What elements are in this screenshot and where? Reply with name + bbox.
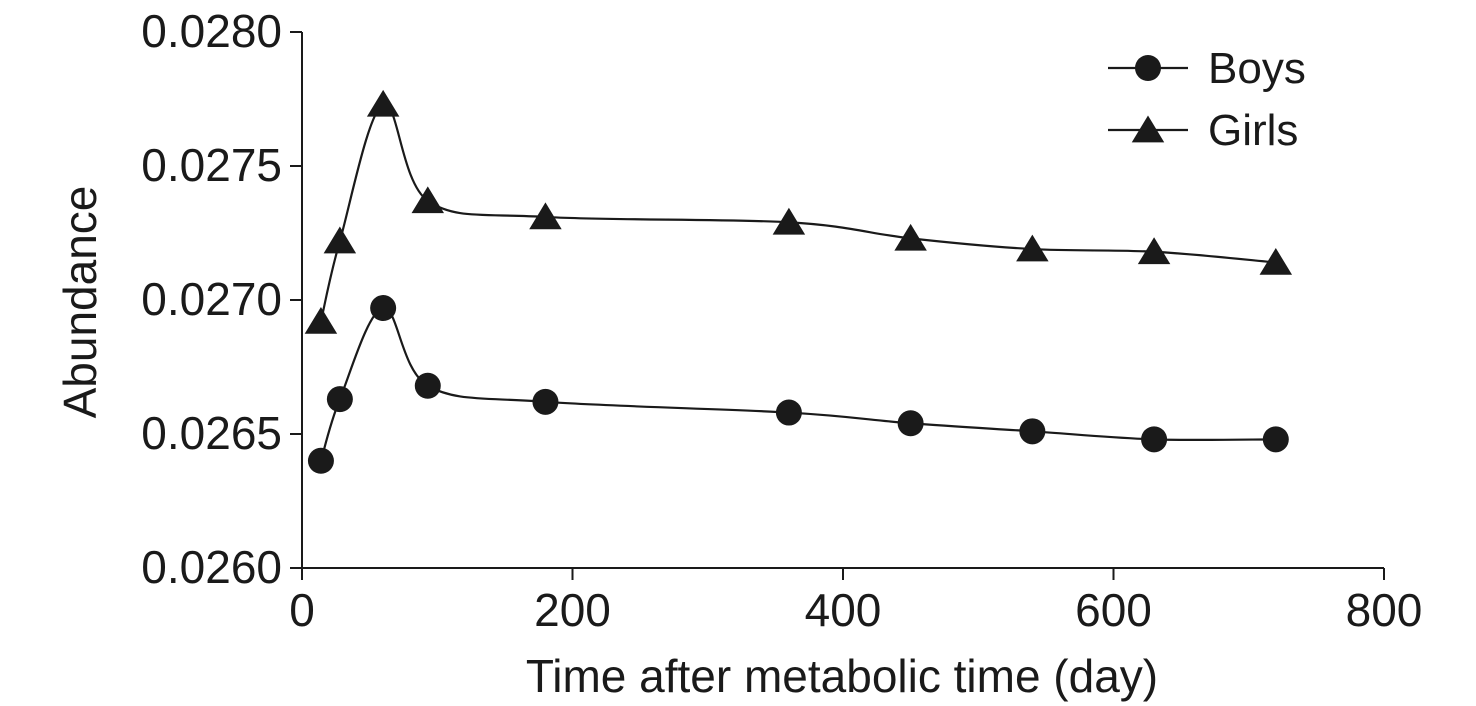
data-point-girls [304,306,338,334]
data-point-boys [307,447,334,474]
data-point-girls [529,202,562,230]
data-point-girls [772,207,806,235]
legend-label-girls: Girls [1208,106,1298,155]
y-ticks: 0.0260 0.0265 0.0270 0.0275 0.0280 [141,5,302,593]
x-axis-title: Time after metabolic time (day) [526,650,1158,702]
y-axis-title: Abundance [54,186,106,419]
x-tick-label: 200 [534,584,611,636]
data-point-boys [1019,418,1046,445]
series-line-girls [319,103,1276,322]
legend: Boys Girls [1108,44,1306,155]
x-ticks: 0 200 400 600 800 [289,568,1422,636]
x-tick-label: 400 [805,584,882,636]
data-point-boys [532,388,559,415]
legend-marker-boys [1135,55,1161,81]
series-line-boys [319,306,1276,462]
legend-item-girls: Girls [1108,106,1298,155]
y-tick-label: 0.0260 [141,541,282,593]
x-tick-label: 600 [1075,584,1152,636]
series-layer [304,89,1293,474]
series-girls [304,89,1293,334]
data-point-boys [775,399,802,426]
data-point-girls [1137,237,1171,265]
data-point-girls [1259,247,1293,275]
y-tick-label: 0.0280 [141,5,282,57]
data-point-girls [411,186,445,214]
data-point-boys [897,410,924,437]
x-tick-label: 0 [289,584,315,636]
data-point-girls [1016,234,1049,262]
legend-marker-girls [1131,115,1165,143]
y-tick-label: 0.0265 [141,407,282,459]
legend-item-boys: Boys [1108,44,1306,93]
data-point-boys [1141,426,1168,453]
data-point-boys [326,386,353,413]
data-point-boys [1262,426,1289,453]
data-point-girls [323,226,357,254]
x-tick-label: 800 [1346,584,1423,636]
series-boys [307,295,1289,474]
data-point-girls [894,223,927,251]
data-point-boys [370,295,397,322]
data-point-girls [366,89,400,117]
y-tick-label: 0.0270 [141,273,282,325]
data-point-boys [414,372,441,399]
legend-label-boys: Boys [1208,44,1306,93]
y-tick-label: 0.0275 [141,139,282,191]
